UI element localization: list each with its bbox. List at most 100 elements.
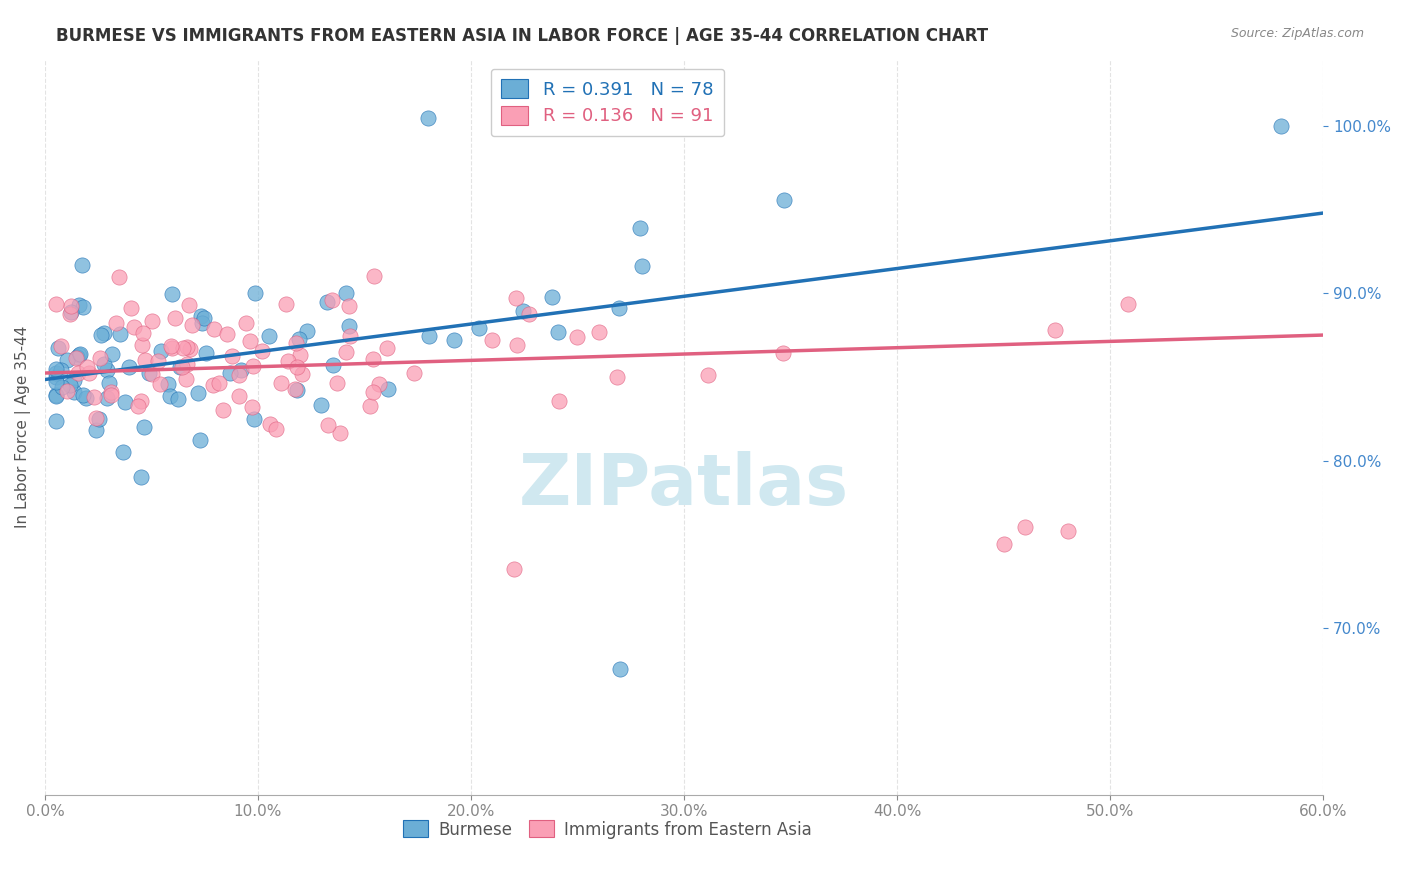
Point (517, 307, 540, 321)
Point (45, 414, 67, 428)
Point (146, 354, 169, 368)
Point (240, 400, 263, 414)
Point (377, 382, 399, 396)
Point (176, 357, 198, 371)
Point (93, 358, 115, 372)
Point (418, 111, 440, 125)
Point (512, 304, 534, 318)
Point (1014, 520, 1036, 534)
Point (772, 345, 794, 359)
Point (326, 376, 349, 390)
Point (120, 301, 142, 315)
Point (114, 395, 136, 409)
Point (156, 376, 179, 391)
Point (588, 325, 610, 339)
Point (65, 351, 87, 366)
Point (59, 377, 82, 392)
Point (631, 259, 654, 273)
Point (277, 354, 299, 368)
Point (242, 359, 264, 374)
Point (167, 392, 190, 407)
Point (288, 333, 311, 347)
Point (160, 339, 183, 353)
Point (59, 304, 82, 318)
Point (181, 318, 204, 332)
Point (285, 359, 308, 374)
Point (259, 329, 281, 343)
Point (160, 342, 183, 356)
Point (45, 367, 67, 381)
Point (58, 306, 80, 320)
Point (169, 359, 191, 374)
Point (1056, 524, 1078, 538)
Point (993, 537, 1015, 551)
Point (122, 319, 145, 334)
Point (361, 352, 384, 367)
Point (83, 390, 105, 404)
Point (1270, 120, 1292, 134)
Point (239, 334, 262, 348)
Point (45, 296, 67, 310)
Point (131, 338, 153, 352)
Point (628, 221, 651, 235)
Point (149, 377, 172, 392)
Point (66, 366, 89, 380)
Point (159, 389, 181, 403)
Point (67, 349, 90, 363)
Point (118, 360, 141, 375)
Text: BURMESE VS IMMIGRANTS FROM EASTERN ASIA IN LABOR FORCE | AGE 35-44 CORRELATION C: BURMESE VS IMMIGRANTS FROM EASTERN ASIA … (56, 27, 988, 45)
Point (284, 335, 307, 350)
Point (46, 341, 69, 355)
Point (221, 349, 243, 363)
Point (179, 342, 201, 356)
Point (111, 445, 134, 459)
Point (90, 327, 112, 342)
Point (62, 373, 84, 387)
Point (160, 286, 183, 301)
Point (505, 291, 527, 305)
Point (141, 314, 163, 328)
Point (45, 362, 67, 376)
Point (696, 368, 718, 383)
Point (45, 389, 67, 403)
Point (76, 359, 98, 374)
Point (295, 324, 318, 338)
Point (443, 333, 465, 347)
Point (93, 326, 115, 340)
Point (208, 376, 231, 391)
Point (337, 318, 360, 333)
Point (141, 367, 163, 381)
Point (772, 193, 794, 207)
Point (329, 426, 352, 441)
Legend: Burmese, Immigrants from Eastern Asia: Burmese, Immigrants from Eastern Asia (396, 814, 818, 846)
Point (96, 391, 118, 405)
Point (84, 423, 107, 437)
Point (217, 326, 239, 341)
Point (100, 388, 122, 402)
Point (202, 321, 225, 335)
Point (56, 384, 79, 399)
Point (70, 258, 93, 272)
Point (59, 299, 82, 313)
Point (188, 434, 211, 448)
Point (363, 269, 385, 284)
Point (291, 367, 314, 381)
Point (174, 372, 197, 386)
Point (170, 359, 193, 374)
Point (187, 385, 209, 400)
Point (567, 330, 589, 344)
Point (606, 369, 628, 384)
Point (176, 340, 198, 354)
Point (69, 346, 91, 360)
Point (322, 358, 344, 372)
Point (201, 378, 224, 392)
Point (321, 293, 343, 308)
Point (228, 368, 250, 382)
Point (339, 329, 361, 343)
Point (1118, 296, 1140, 310)
Point (127, 399, 149, 413)
Point (540, 290, 562, 304)
Point (609, 662, 631, 676)
Point (100, 384, 122, 399)
Point (132, 326, 155, 341)
